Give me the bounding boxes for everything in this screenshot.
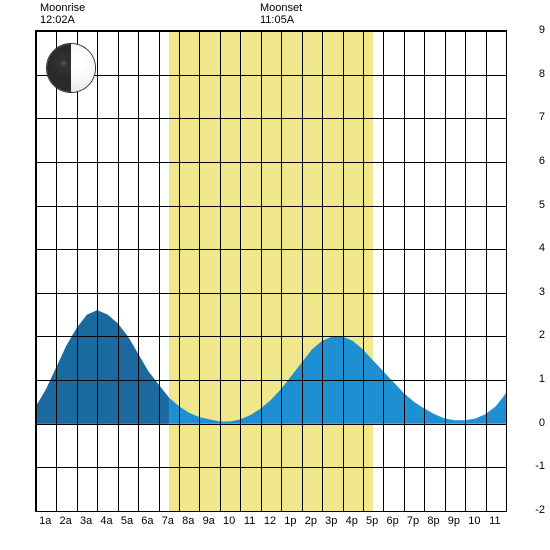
x-tick-label: 11: [489, 515, 500, 527]
moonset-label: Moonset: [260, 2, 302, 14]
tide-area-night: [36, 310, 169, 423]
x-tick-label: 12: [264, 515, 276, 527]
x-tick-label: 5p: [366, 515, 378, 527]
x-tick-label: 9p: [448, 515, 460, 527]
x-tick-label: 1p: [284, 515, 296, 527]
x-tick-label: 3a: [80, 515, 92, 527]
y-tick-label: 0: [539, 417, 545, 429]
moonset-time: 11:05A: [260, 14, 302, 26]
moon-phase-icon: [46, 43, 96, 93]
moonrise-label: Moonrise: [40, 2, 85, 14]
x-tick-label: 11: [244, 515, 255, 527]
x-tick-label: 6p: [386, 515, 398, 527]
y-tick-label: 8: [539, 68, 545, 80]
x-tick-label: 10: [223, 515, 235, 527]
y-tick-label: 5: [539, 199, 545, 211]
tide-chart-container: Moonrise 12:02A Moonset 11:05A 1a 2a 3a 4a 5…: [0, 0, 550, 550]
tide-curve: [36, 31, 506, 511]
x-tick-label: 3p: [325, 515, 337, 527]
moonrise-time: 12:02A: [40, 14, 85, 26]
y-tick-label: 2: [539, 329, 545, 341]
y-tick-label: 1: [539, 373, 545, 385]
x-tick-label: 7a: [162, 515, 174, 527]
x-tick-label: 2a: [60, 515, 72, 527]
x-tick-label: 6a: [141, 515, 153, 527]
y-tick-label: 6: [539, 155, 545, 167]
y-tick-label: -2: [535, 504, 545, 516]
x-tick-label: 1a: [39, 515, 51, 527]
moonset-block: Moonset 11:05A: [260, 2, 302, 26]
x-tick-label: 9a: [203, 515, 215, 527]
moon-light-half: [71, 44, 95, 92]
x-tick-label: 7p: [407, 515, 419, 527]
moon-dark-half: [47, 44, 71, 92]
x-tick-label: 5a: [121, 515, 133, 527]
moonrise-block: Moonrise 12:02A: [40, 2, 85, 26]
x-tick-label: 8p: [427, 515, 439, 527]
x-tick-label: 4a: [100, 515, 112, 527]
chart-area: [35, 30, 507, 512]
x-tick-label: 2p: [305, 515, 317, 527]
x-tick-label: 4p: [346, 515, 358, 527]
y-tick-label: 9: [539, 24, 545, 36]
y-tick-label: 4: [539, 242, 545, 254]
x-tick-label: 10: [468, 515, 480, 527]
y-tick-label: 7: [539, 111, 545, 123]
y-tick-label: -1: [535, 460, 545, 472]
x-tick-label: 8a: [182, 515, 194, 527]
y-tick-label: 3: [539, 286, 545, 298]
